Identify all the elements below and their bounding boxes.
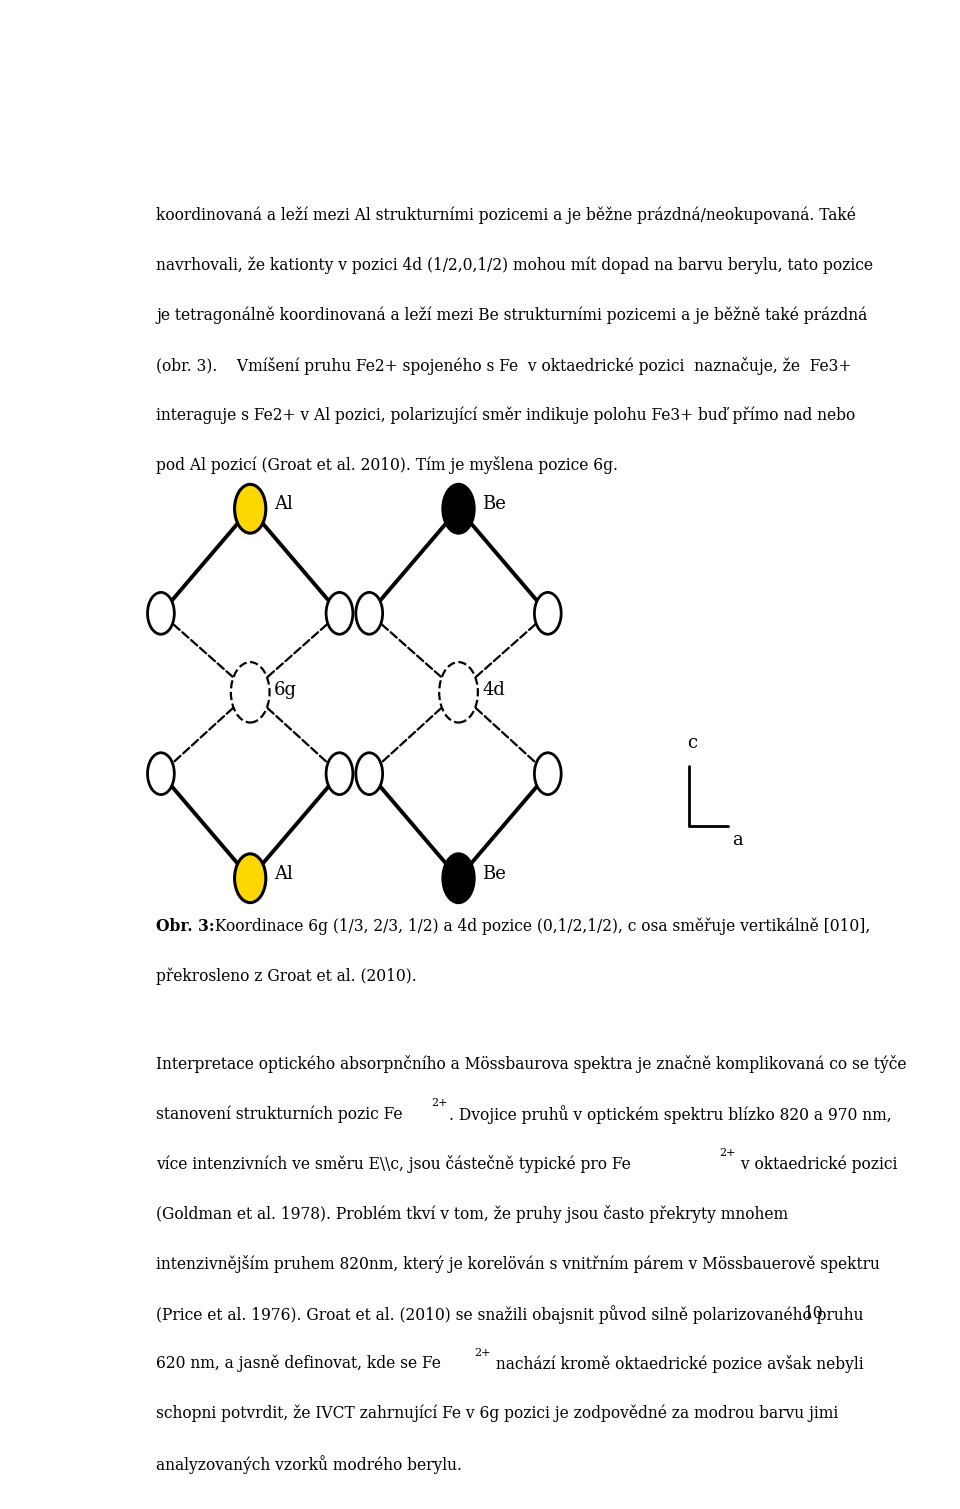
Text: a: a bbox=[732, 830, 743, 848]
Text: pod Al pozicí (Groat et al. 2010). Tím je myšlena pozice 6g.: pod Al pozicí (Groat et al. 2010). Tím j… bbox=[156, 456, 618, 474]
Text: intenzivnějším pruhem 820nm, který je korelöván s vnitřním párem v Mössbauerově : intenzivnějším pruhem 820nm, který je ko… bbox=[156, 1255, 880, 1274]
Text: Be: Be bbox=[482, 495, 506, 513]
Text: 2+: 2+ bbox=[474, 1348, 491, 1358]
Text: Al: Al bbox=[274, 865, 293, 883]
Text: . Dvojice pruhů v optickém spektru blízko 820 a 970 nm,: . Dvojice pruhů v optickém spektru blízk… bbox=[449, 1105, 892, 1124]
Circle shape bbox=[326, 753, 353, 795]
Text: Al: Al bbox=[274, 495, 293, 513]
Text: překrosleno z Groat et al. (2010).: překrosleno z Groat et al. (2010). bbox=[156, 967, 418, 985]
Text: více intenzivních ve směru E\\c, jsou částečně typické pro Fe: více intenzivních ve směru E\\c, jsou čá… bbox=[156, 1154, 632, 1172]
Circle shape bbox=[326, 593, 353, 634]
Circle shape bbox=[443, 484, 474, 533]
Text: (Price et al. 1976). Groat et al. (2010) se snažili obajsnit původ silně polariz: (Price et al. 1976). Groat et al. (2010)… bbox=[156, 1305, 864, 1323]
Text: 2+: 2+ bbox=[719, 1148, 735, 1157]
Text: Koordinace 6g (1/3, 2/3, 1/2) a 4d pozice (0,1/2,1/2), c osa směřuje vertikálně : Koordinace 6g (1/3, 2/3, 1/2) a 4d pozic… bbox=[210, 917, 871, 936]
Text: interaguje s Fe2+ v Al pozici, polarizující směr indikuje polohu Fe3+ buď přímo : interaguje s Fe2+ v Al pozici, polarizuj… bbox=[156, 406, 855, 424]
Circle shape bbox=[535, 593, 562, 634]
Circle shape bbox=[439, 662, 478, 723]
Text: stanovení strukturních pozic Fe: stanovení strukturních pozic Fe bbox=[156, 1105, 403, 1123]
Text: (obr. 3).    Vmíšení pruhu Fe2+ spojeného s Fe  v oktaedrické pozici  naznačuje,: (obr. 3). Vmíšení pruhu Fe2+ spojeného s… bbox=[156, 356, 852, 374]
Text: 4d: 4d bbox=[482, 681, 505, 699]
Text: Obr. 3:: Obr. 3: bbox=[156, 917, 215, 934]
Text: v oktaedrické pozici: v oktaedrické pozici bbox=[736, 1154, 898, 1172]
Text: je tetragonálně koordinovaná a leží mezi Be strukturními pozicemi a je běžně tak: je tetragonálně koordinovaná a leží mezi… bbox=[156, 306, 868, 324]
Text: Be: Be bbox=[482, 865, 506, 883]
Circle shape bbox=[148, 593, 175, 634]
Text: c: c bbox=[687, 733, 697, 751]
Text: nachází kromě oktaedrické pozice avšak nebyli: nachází kromě oktaedrické pozice avšak n… bbox=[492, 1355, 864, 1373]
Circle shape bbox=[535, 753, 562, 795]
Circle shape bbox=[230, 662, 270, 723]
Text: 6g: 6g bbox=[274, 681, 297, 699]
Text: koordinovaná a leží mezi Al strukturními pozicemi a je běžne prázdná/neokupovaná: koordinovaná a leží mezi Al strukturními… bbox=[156, 207, 856, 225]
Text: Interpretace optického absorpnčního a Mössbaurova spektra je značně komplikovaná: Interpretace optického absorpnčního a Mö… bbox=[156, 1055, 907, 1073]
Text: schopni potvrdit, že IVCT zahrnující Fe v 6g pozici je zodpovědné za modrou barv: schopni potvrdit, že IVCT zahrnující Fe … bbox=[156, 1405, 839, 1423]
Circle shape bbox=[234, 484, 266, 533]
Text: 10: 10 bbox=[804, 1305, 823, 1322]
Text: navrhovali, že kationty v pozici 4d (1/2,0,1/2) mohou mít dopad na barvu berylu,: navrhovali, že kationty v pozici 4d (1/2… bbox=[156, 257, 874, 275]
Circle shape bbox=[356, 593, 383, 634]
Text: analyzovaných vzorků modrého berylu.: analyzovaných vzorků modrého berylu. bbox=[156, 1455, 463, 1474]
Circle shape bbox=[443, 854, 474, 902]
Circle shape bbox=[234, 854, 266, 902]
Circle shape bbox=[356, 753, 383, 795]
Text: (Goldman et al. 1978). Problém tkví v tom, že pruhy jsou často překryty mnohem: (Goldman et al. 1978). Problém tkví v to… bbox=[156, 1206, 788, 1222]
Text: 2+: 2+ bbox=[432, 1099, 448, 1108]
Text: 620 nm, a jasně definovat, kde se Fe: 620 nm, a jasně definovat, kde se Fe bbox=[156, 1355, 442, 1372]
Circle shape bbox=[148, 753, 175, 795]
